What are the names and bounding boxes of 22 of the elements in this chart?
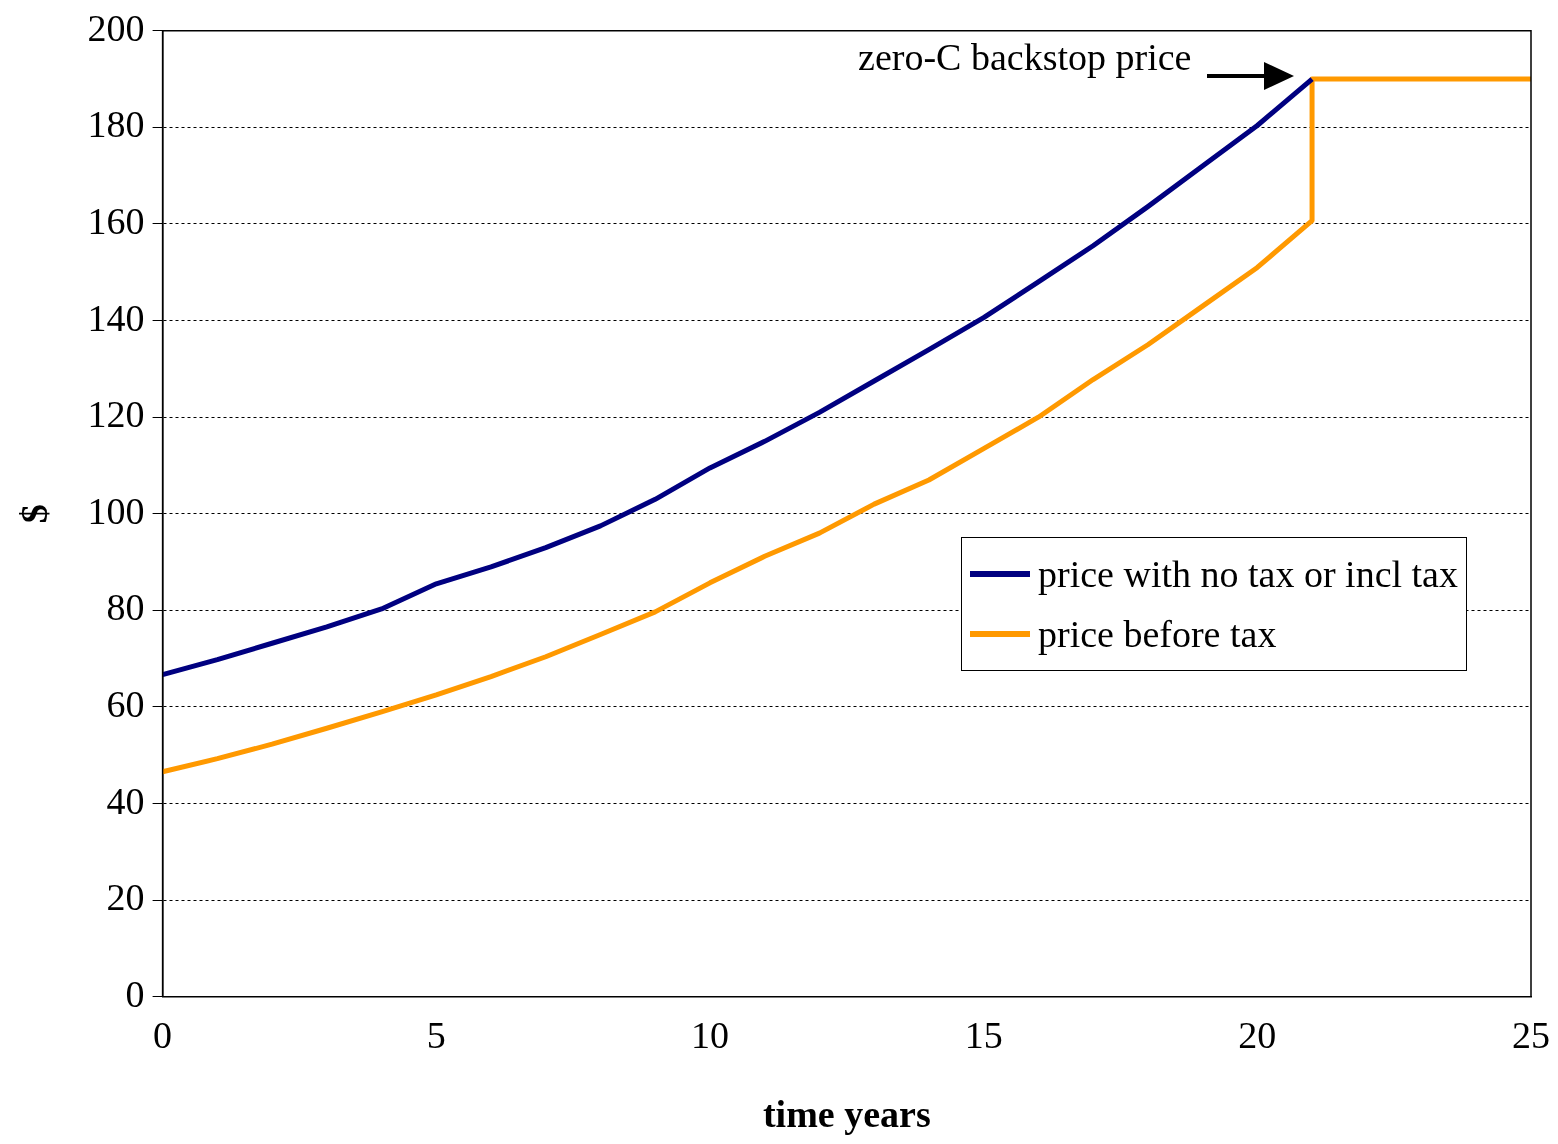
x-tick-label: 20 [1238,1013,1277,1056]
y-tick-label: 60 [106,682,145,725]
x-tick-label: 10 [690,1013,729,1056]
y-tick-label: 140 [87,296,145,339]
y-tick-label: 100 [87,489,145,532]
x-tick-label: 5 [426,1013,446,1056]
y-tick-label: 40 [106,779,145,822]
legend-label: price before tax [1038,611,1277,656]
x-tick-label: 15 [964,1013,1003,1056]
y-tick-label: 0 [125,972,145,1015]
y-tick-label: 180 [87,103,145,146]
x-tick-label: 0 [153,1013,173,1056]
y-tick-label: 160 [87,199,145,242]
annotation: zero-C backstop price [858,34,1192,79]
x-axis-title: time years [762,1093,931,1136]
y-tick-label: 20 [106,876,145,919]
x-tick-label: 25 [1512,1013,1550,1056]
y-axis-title: $ [12,504,55,524]
y-tick-label: 200 [87,6,145,49]
y-tick-label: 120 [87,393,145,436]
y-tick-label: 80 [106,586,145,629]
legend-label: price with no tax or incl tax [1038,551,1458,596]
